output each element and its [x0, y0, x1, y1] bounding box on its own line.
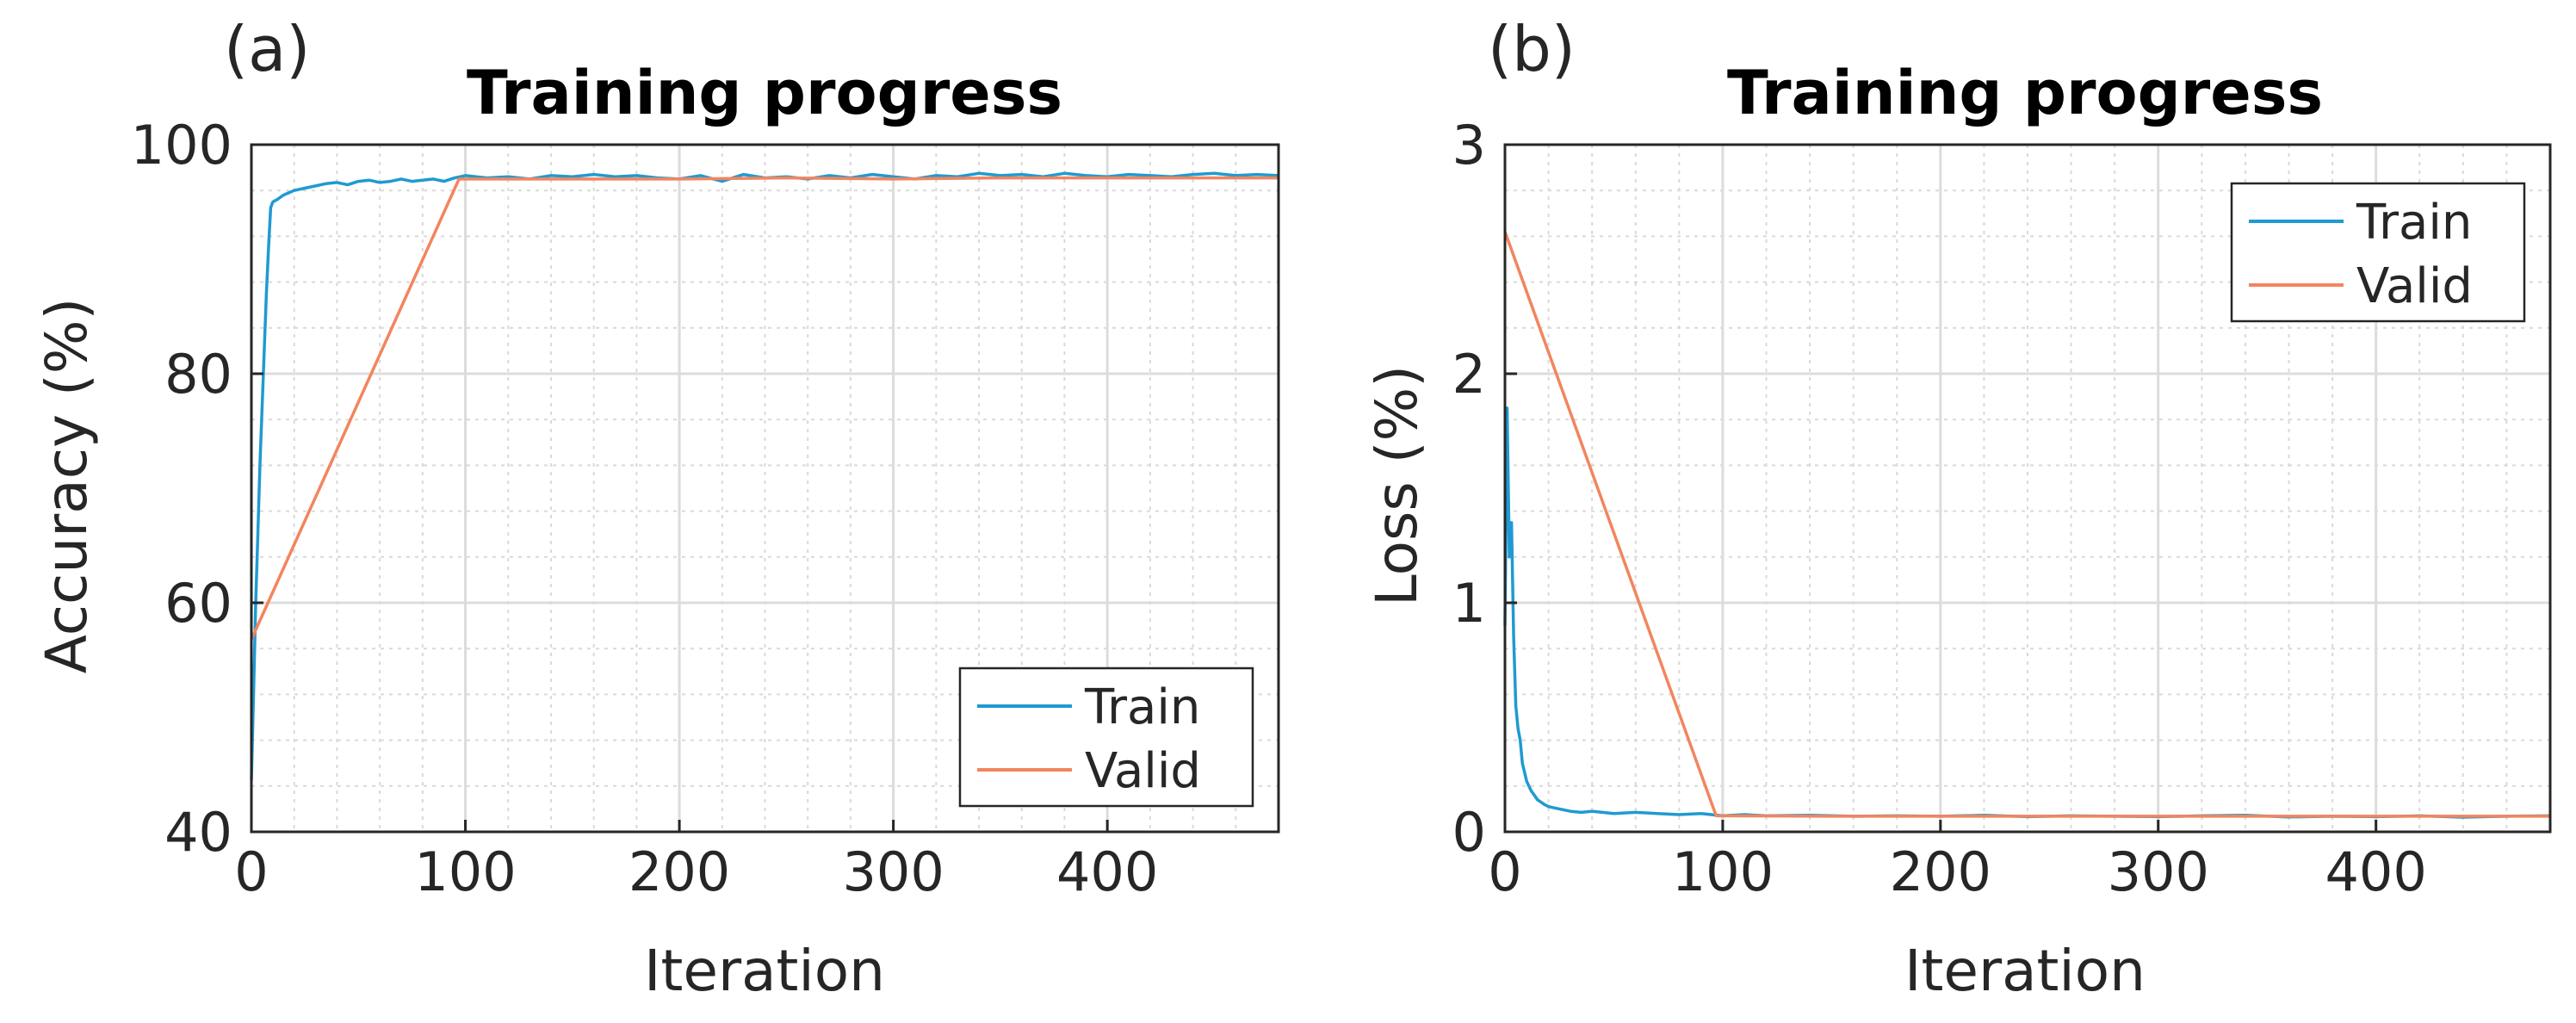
loss-plot-area: 0 100 200 300 400 0 1 2 3 Train Valid	[1452, 114, 2552, 903]
loss-x-tick-label: 0	[1488, 840, 1521, 903]
loss-panel: (b) Training progress Loss (%) Iteration…	[1364, 13, 2552, 1004]
accuracy-y-tick-label: 40	[164, 801, 232, 864]
loss-legend: Train Valid	[2230, 182, 2526, 323]
panel-a-label: (a)	[224, 13, 310, 85]
accuracy-x-tick-label: 300	[842, 840, 944, 903]
loss-x-tick-label: 100	[1672, 840, 1774, 903]
loss-x-tick-label: 300	[2108, 840, 2209, 903]
accuracy-legend: Train Valid	[958, 666, 1254, 808]
accuracy-x-tick-label: 100	[414, 840, 516, 903]
loss-x-tick-label: 400	[2325, 840, 2426, 903]
accuracy-legend-label-train: Train	[1084, 679, 1200, 735]
accuracy-plot-area: 0 100 200 300 400 40 60 80 100 Train Valid	[131, 114, 1280, 903]
accuracy-x-tick-label: 0	[234, 840, 268, 903]
loss-legend-label-valid: Valid	[2356, 258, 2473, 314]
loss-y-tick-label: 3	[1452, 114, 1486, 177]
accuracy-y-tick-label: 100	[131, 114, 232, 177]
accuracy-x-tick-label: 400	[1056, 840, 1158, 903]
accuracy-y-tick-label: 60	[164, 572, 232, 635]
accuracy-axes-box	[250, 143, 1280, 834]
loss-legend-label-train: Train	[2356, 195, 2472, 251]
accuracy-legend-label-valid: Valid	[1085, 743, 1201, 799]
loss-axes-box	[1503, 143, 2552, 834]
accuracy-x-tick-label: 200	[629, 840, 730, 903]
loss-legend-box	[2230, 182, 2526, 323]
accuracy-legend-box	[958, 666, 1254, 808]
loss-x-tick-label: 200	[1890, 840, 1991, 903]
accuracy-series-valid-line	[250, 176, 1279, 641]
accuracy-x-axis-label: Iteration	[644, 938, 885, 1004]
loss-series-valid-line	[1503, 231, 2550, 818]
accuracy-y-tick-label: 80	[164, 343, 232, 406]
loss-chart-title: Training progress	[1727, 58, 2323, 128]
loss-x-axis-label: Iteration	[1904, 938, 2146, 1004]
accuracy-y-axis-label: Accuracy (%)	[34, 298, 100, 674]
loss-y-tick-label: 2	[1452, 343, 1486, 406]
loss-y-tick-label: 0	[1452, 801, 1486, 864]
loss-y-tick-label: 1	[1452, 572, 1486, 635]
loss-y-axis-label: Loss (%)	[1364, 365, 1430, 606]
panel-b-label: (b)	[1488, 13, 1576, 85]
accuracy-panel: (a) Training progress Accuracy (%) Itera…	[34, 13, 1280, 1004]
accuracy-series-train-line	[250, 171, 1279, 781]
accuracy-chart-title: Training progress	[467, 58, 1062, 128]
